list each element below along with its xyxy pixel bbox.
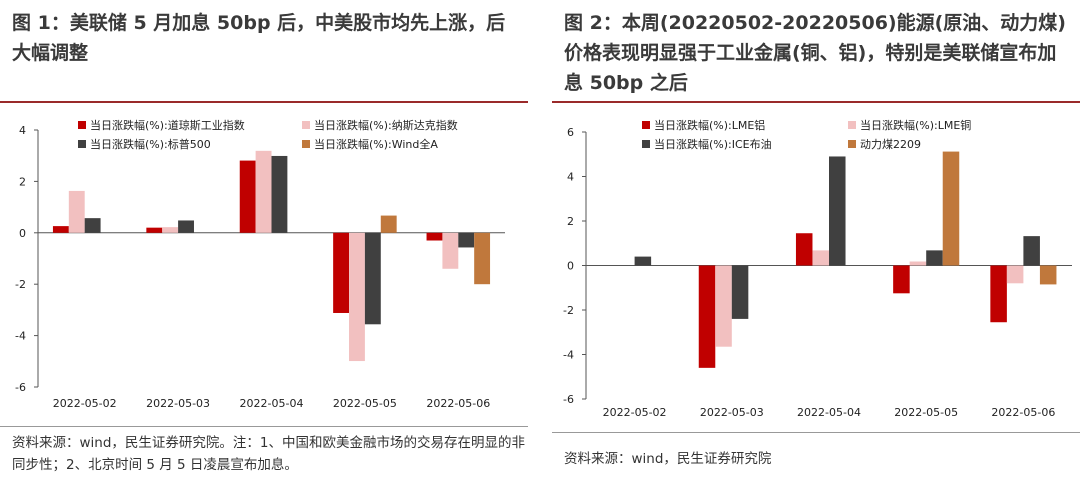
bar (162, 227, 179, 233)
legend-swatch (848, 121, 856, 129)
legend-label: 动力煤2209 (860, 138, 921, 151)
legend-swatch (642, 140, 650, 148)
x-tick-label: 2022-05-04 (797, 406, 861, 419)
bar (634, 256, 652, 266)
legend-label: 当日涨跌幅(%):标普500 (90, 137, 211, 151)
source-note: 资料来源：wind，民生证券研究院。注：1、中国和欧美金融市场的交易存在明显的非… (12, 435, 526, 473)
bar (84, 218, 101, 233)
bar (474, 232, 491, 285)
bar (364, 232, 381, 325)
bar (146, 227, 163, 233)
bar (1039, 265, 1057, 285)
x-tick-label: 2022-05-02 (53, 397, 117, 410)
y-tick-label: 0 (19, 227, 26, 240)
legend-label: 当日涨跌幅(%):ICE布油 (654, 137, 772, 151)
bar (812, 250, 829, 266)
bar (426, 232, 443, 241)
y-tick-label: 4 (567, 171, 574, 184)
legend-swatch (302, 121, 310, 129)
bar (178, 220, 194, 233)
y-tick-label: -2 (15, 278, 26, 291)
bar (239, 160, 256, 233)
chart-2: 6 4 2 0 -2 -4 -6 2022-05-02 2022-05-03 2022-05-04… (563, 118, 1072, 419)
bar (829, 156, 846, 266)
bar (52, 226, 69, 233)
y-tick-label: -2 (563, 304, 574, 317)
x-tick-label: 2022-05-05 (894, 406, 958, 419)
bar (715, 265, 732, 347)
chart-1: 4 2 0 -2 -4 -6 2022-05-02 2022-05-03 2022-05-04 2… (15, 118, 505, 410)
bar (68, 190, 85, 233)
y-tick-label: 4 (19, 124, 26, 137)
source-note: 资料来源：wind，民生证券研究院 (564, 451, 772, 467)
legend-swatch (642, 121, 650, 129)
source-rule (0, 426, 528, 427)
bar (1023, 236, 1040, 266)
bar (926, 250, 943, 266)
x-tick-label: 2022-05-02 (603, 406, 667, 419)
legend-label: 当日涨跌幅(%):纳斯达克指数 (314, 118, 458, 132)
legend-swatch (78, 140, 86, 148)
x-tick-label: 2022-05-03 (700, 406, 764, 419)
x-tick-label: 2022-05-06 (426, 397, 490, 410)
bar (349, 232, 365, 362)
bar (380, 215, 397, 233)
legend-label: 当日涨跌幅(%):道琼斯工业指数 (90, 118, 245, 132)
x-tick-label: 2022-05-06 (991, 406, 1055, 419)
bar (1006, 265, 1024, 284)
y-tick-label: -4 (15, 330, 26, 343)
bar (442, 232, 459, 269)
x-tick-label: 2022-05-04 (240, 397, 304, 410)
title-rule (552, 101, 1080, 103)
panel-right: 图 2：本周(20220502-20220506)能源(原油、动力煤)价格表现明… (552, 0, 1080, 483)
legend-label: 当日涨跌幅(%):LME铝 (654, 118, 765, 132)
legend-label: 当日涨跌幅(%):Wind全A (314, 137, 438, 151)
legend-swatch (78, 121, 86, 129)
source-rule (552, 432, 1080, 433)
y-tick-label: 0 (567, 260, 574, 273)
bar (731, 265, 749, 319)
y-tick-label: 2 (19, 175, 26, 188)
bar (909, 261, 927, 266)
x-tick-label: 2022-05-03 (146, 397, 210, 410)
bar (458, 232, 475, 248)
x-tick-label: 2022-05-05 (333, 397, 397, 410)
bar (990, 265, 1007, 323)
legend-swatch (302, 140, 310, 148)
y-tick-label: -6 (563, 393, 574, 406)
y-tick-label: 2 (567, 215, 574, 228)
y-tick-label: 6 (567, 126, 574, 139)
y-tick-label: -6 (15, 381, 26, 394)
bar (255, 150, 272, 233)
bar (271, 155, 288, 233)
bar (893, 265, 910, 294)
bar (333, 232, 350, 313)
y-tick-label: -4 (563, 349, 574, 362)
bar (795, 233, 813, 266)
panel-left: 图 1：美联储 5 月加息 50bp 后，中美股市均先上涨，后大幅调整 4 2 0 -… (0, 0, 530, 483)
bar (698, 265, 716, 368)
bar (942, 151, 960, 266)
legend-label: 当日涨跌幅(%):LME铜 (860, 118, 971, 132)
figure-title: 图 2：本周(20220502-20220506)能源(原油、动力煤)价格表现明… (564, 12, 1066, 94)
title-rule (0, 101, 528, 103)
legend-swatch (848, 140, 856, 148)
figure-title: 图 1：美联储 5 月加息 50bp 后，中美股市均先上涨，后大幅调整 (12, 12, 506, 64)
